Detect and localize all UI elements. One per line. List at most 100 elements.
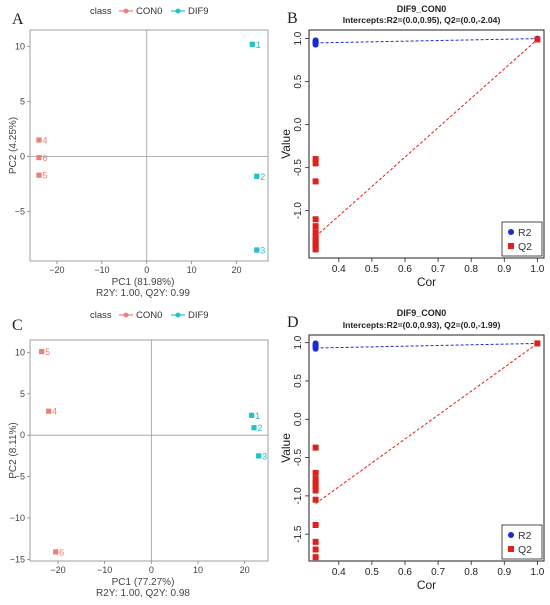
- point-label: 5: [45, 347, 50, 357]
- point-label: 4: [42, 136, 47, 146]
- footnote: R2Y: 1.00, Q2Y: 0.98: [96, 588, 190, 599]
- x-tick-label: 0.9: [497, 567, 511, 578]
- y-axis-label: PC2 (4.25%): [8, 117, 19, 174]
- legend-key-r2: [508, 532, 514, 538]
- data-point-r2: [312, 340, 319, 347]
- panel-letter: A: [12, 11, 24, 28]
- data-point-q2: [312, 479, 319, 486]
- y-tick-label: -0.5: [293, 449, 304, 467]
- y-tick-label: 0.0: [293, 117, 304, 131]
- legend-item-con0: CON0: [136, 310, 162, 321]
- data-point-q2: [312, 482, 319, 489]
- legend-key-marker: [175, 312, 181, 318]
- data-point-dif9: [251, 425, 257, 431]
- data-point-q2: [312, 444, 319, 451]
- legend-item-con0: CON0: [136, 6, 162, 17]
- data-point-q2: [534, 340, 541, 347]
- x-tick-label: 0: [149, 565, 154, 575]
- y-tick-label: 0.5: [293, 74, 304, 88]
- point-label: 3: [262, 451, 267, 461]
- data-point-q2: [312, 246, 319, 253]
- data-point-q2: [312, 538, 319, 545]
- data-point-con0: [46, 408, 52, 414]
- y-axis-label: Value: [279, 433, 293, 463]
- data-point-con0: [36, 172, 42, 178]
- point-label: 2: [258, 423, 263, 433]
- plot-frame: [29, 29, 269, 262]
- point-label: 4: [52, 407, 57, 417]
- data-point-q2: [312, 236, 319, 243]
- legend-item-r2: R2: [518, 227, 532, 239]
- y-tick-label: 5: [20, 97, 25, 107]
- y-tick-label: −5: [15, 207, 25, 217]
- panel-letter: D: [287, 314, 299, 331]
- x-tick-label: 20: [232, 265, 242, 275]
- panel-d: D DIF9_CON0 Intercepts:R2=(0.0,0.93), Q2=(…: [279, 308, 545, 592]
- data-point-q2: [312, 216, 319, 223]
- y-tick-label: 0: [20, 430, 25, 440]
- x-tick-label: −10: [94, 265, 109, 275]
- legend-key-q2: [508, 546, 514, 552]
- x-tick-label: 0.4: [332, 567, 346, 578]
- y-tick-label: 1.0: [293, 31, 304, 45]
- data-point-q2: [312, 521, 319, 528]
- x-tick-label: 0: [144, 265, 149, 275]
- x-tick-label: 0.5: [365, 567, 379, 578]
- y-tick-label: 0: [20, 152, 25, 162]
- data-point-q2: [312, 223, 319, 230]
- point-label: 3: [260, 246, 265, 256]
- legend-box: [501, 221, 543, 257]
- data-point-q2: [312, 554, 319, 561]
- y-tick-label: -1.0: [293, 202, 304, 220]
- data-point-q2: [312, 496, 319, 503]
- x-tick-label: 1.0: [530, 264, 544, 275]
- point-label: 6: [42, 153, 47, 163]
- regression-line-r2: [315, 342, 538, 349]
- y-axis-label: Value: [279, 129, 293, 159]
- x-tick-label: 0.7: [431, 264, 445, 275]
- point-label: 6: [59, 547, 64, 557]
- data-point-q2: [312, 229, 319, 236]
- x-tick-label: 0.8: [464, 567, 478, 578]
- plot-subtitle: Intercepts:R2=(0.0,0.95), Q2=(0.0,-2.04): [343, 15, 501, 25]
- plot-frame: [29, 339, 269, 562]
- data-point-con0: [53, 549, 59, 555]
- x-tick-label: 0.4: [332, 264, 346, 275]
- y-tick-label: 0.0: [293, 412, 304, 426]
- x-axis-label: Cor: [417, 275, 436, 289]
- x-axis-label: PC1 (81.98%): [112, 277, 175, 288]
- legend-key-marker: [175, 8, 181, 14]
- x-tick-label: −20: [49, 265, 64, 275]
- point-label: 5: [42, 171, 47, 181]
- legend-title: class: [90, 6, 112, 17]
- legend-item-dif9: DIF9: [188, 6, 209, 17]
- legend-item-q2: Q2: [518, 241, 532, 253]
- legend-box: [501, 524, 543, 560]
- point-label: 2: [260, 172, 265, 182]
- data-point-q2: [312, 476, 319, 483]
- data-point-q2: [312, 546, 319, 553]
- data-point-dif9: [254, 173, 260, 179]
- legend-title: class: [90, 310, 112, 321]
- x-tick-label: −10: [97, 565, 112, 575]
- data-point-q2: [312, 487, 319, 494]
- point-label: 1: [256, 40, 261, 50]
- x-tick-label: 10: [193, 565, 203, 575]
- data-point-dif9: [249, 412, 255, 418]
- plot-frame: [308, 29, 545, 259]
- point-label: 1: [255, 411, 260, 421]
- y-tick-label: 10: [15, 347, 25, 357]
- footnote: R2Y: 1.00, Q2Y: 0.99: [96, 288, 190, 299]
- x-tick-label: 1.0: [530, 567, 544, 578]
- data-point-r2: [312, 37, 319, 44]
- y-tick-label: 0.5: [293, 374, 304, 388]
- y-tick-label: −10: [10, 513, 25, 523]
- plot-title: DIF9_CON0: [397, 4, 447, 14]
- panel-letter: B: [287, 10, 298, 27]
- y-tick-label: -0.5: [293, 159, 304, 177]
- legend-item-dif9: DIF9: [188, 310, 209, 321]
